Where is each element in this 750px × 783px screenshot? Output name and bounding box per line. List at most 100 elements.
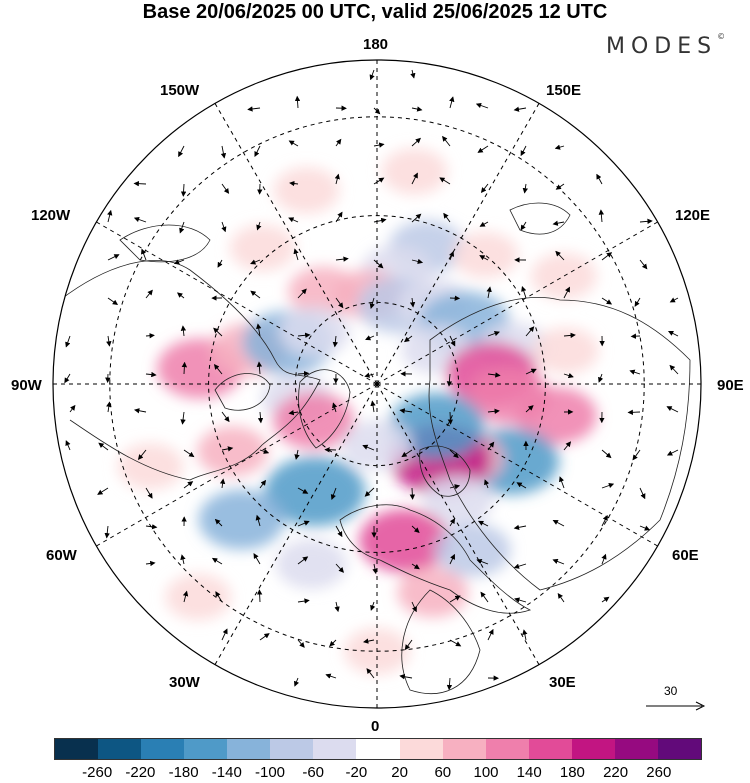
wind-vector	[183, 449, 195, 458]
wind-vector	[477, 520, 489, 527]
wind-vector	[666, 449, 679, 456]
colorbar-tick-label: -100	[254, 764, 286, 781]
colorbar-segment	[184, 739, 228, 759]
wind-vector	[487, 408, 500, 414]
wind-vector	[221, 628, 228, 641]
wind-vector	[513, 106, 527, 112]
colorbar-segment	[442, 739, 486, 759]
wind-vector	[329, 639, 337, 647]
wind-vector	[106, 401, 112, 413]
map-title: Base 20/06/2025 00 UTC, valid 25/06/2025…	[142, 1, 608, 23]
lon-label-180: 180	[363, 36, 389, 53]
wind-vector	[627, 409, 641, 416]
anomaly-blob	[117, 443, 184, 490]
wind-vector	[598, 373, 604, 383]
lon-label-120e: 120E	[675, 207, 711, 224]
wind-vector	[363, 638, 375, 644]
wind-vector	[297, 370, 310, 377]
anomaly-blob	[198, 489, 285, 550]
wind-vector	[449, 96, 455, 109]
wind-vector	[557, 592, 565, 603]
wind-vector	[65, 335, 71, 348]
wind-vector	[559, 476, 565, 489]
wind-vector	[134, 408, 147, 414]
wind-vector	[221, 183, 230, 194]
wind-vector	[555, 183, 565, 190]
colorbar-tick-label: -20	[345, 764, 368, 781]
wind-vector	[411, 601, 417, 613]
wind-vector	[555, 250, 565, 261]
wind-vector	[211, 557, 223, 565]
wind-vector	[182, 590, 189, 603]
wind-vectors	[64, 69, 679, 691]
wind-vector	[487, 628, 494, 641]
anomaly-blob	[275, 539, 347, 590]
lon-label-120w: 120W	[31, 207, 71, 224]
wind-vector	[629, 369, 641, 375]
wind-vector	[145, 289, 153, 299]
wind-vector	[639, 259, 648, 270]
wind-vector	[297, 556, 309, 565]
wind-vector	[180, 411, 186, 425]
coast-greenland	[298, 369, 351, 449]
wind-vector	[335, 256, 349, 262]
wind-vector	[256, 361, 263, 375]
colorbar-segment	[98, 739, 142, 759]
wind-vector	[399, 408, 413, 414]
wind-vector	[513, 524, 527, 530]
wind-vector	[256, 221, 262, 231]
wind-vector	[256, 589, 263, 603]
wind-vector	[525, 405, 534, 413]
wind-vector	[520, 145, 527, 157]
meridian-line	[96, 221, 378, 385]
wind-vector	[259, 633, 270, 641]
wind-vector	[554, 144, 565, 150]
wind-vector	[634, 297, 641, 307]
wind-vector	[177, 292, 185, 299]
wind-vector	[601, 297, 613, 305]
wind-vector	[220, 145, 227, 159]
wind-vector	[297, 288, 307, 299]
wind-vector	[288, 140, 299, 147]
wind-vector	[601, 515, 608, 527]
wind-vector	[145, 371, 157, 378]
wind-vector	[552, 519, 565, 527]
anomaly-blob	[359, 509, 451, 573]
colorbar-tick-label: 20	[391, 764, 408, 781]
wind-vector	[596, 173, 603, 185]
wind-vector	[180, 183, 187, 197]
wind-vector	[104, 525, 110, 539]
wind-vector	[259, 479, 267, 489]
anomaly-blob	[229, 224, 296, 272]
wind-vector	[563, 372, 574, 379]
meridian-line	[376, 383, 540, 665]
wind-vector	[289, 180, 299, 187]
wind-vector	[373, 259, 384, 269]
wind-vector	[219, 478, 226, 489]
colorbar-tick-label: -260	[82, 764, 113, 781]
wind-vector	[598, 209, 605, 223]
wind-vector	[443, 212, 451, 223]
lon-label-150w: 150W	[160, 82, 200, 99]
wind-vector	[487, 372, 501, 378]
wind-vector	[213, 327, 223, 337]
lon-label-30e: 30E	[549, 674, 576, 691]
colorbar-segment	[657, 739, 701, 759]
colorbar-segment	[141, 739, 185, 759]
wind-vector	[145, 333, 155, 339]
colorbar-segment	[571, 739, 615, 759]
wind-vector	[522, 183, 528, 194]
anomaly-blob	[381, 148, 448, 195]
wind-vector	[364, 487, 375, 497]
wind-vector	[332, 402, 338, 413]
anomaly-blob	[341, 419, 413, 470]
wind-vector	[294, 95, 301, 109]
wind-vector	[447, 411, 454, 425]
wind-vector	[484, 479, 490, 489]
wind-vector	[601, 482, 615, 489]
wind-vector	[364, 372, 375, 378]
wind-vector	[259, 448, 270, 454]
coast-north-america	[59, 260, 321, 481]
colorbar	[54, 738, 702, 760]
wind-vector	[373, 142, 385, 148]
